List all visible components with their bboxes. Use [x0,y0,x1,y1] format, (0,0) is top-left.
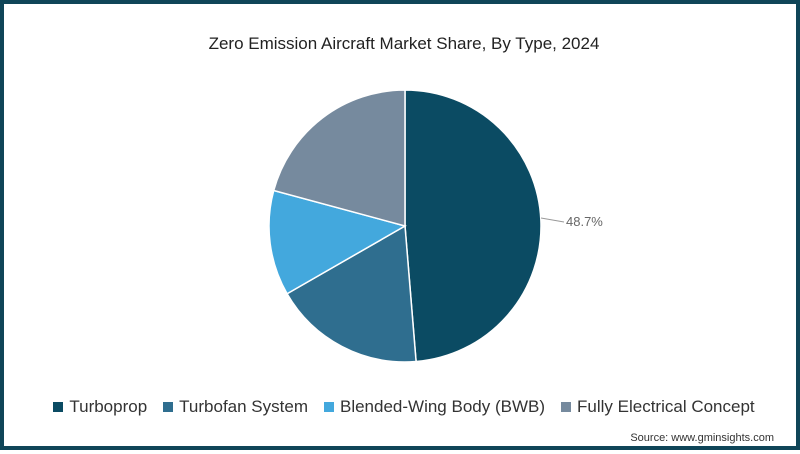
pie-chart: 48.7% [268,89,603,363]
pie-slice-turboprop[interactable] [404,89,542,363]
pie-slice-fully-electrical-concept[interactable] [272,89,406,227]
pie-slice-blended-wing-body-bwb-[interactable] [268,189,407,295]
pie-slice-turbofan-system[interactable] [286,224,417,363]
source-note: Source: www.gminsights.com [630,432,774,444]
data-label-leader [540,217,565,223]
legend-item-fully-electrical[interactable]: Fully Electrical Concept [561,397,755,417]
legend-swatch [561,402,572,412]
chart-title: Zero Emission Aircraft Market Share, By … [208,34,600,53]
legend-swatch [163,402,174,412]
data-label-turboprop: 48.7% [566,214,603,229]
legend-item-turboprop[interactable]: Turboprop [53,397,147,417]
legend-swatch [53,402,64,412]
legend-item-turbofan[interactable]: Turbofan System [163,397,308,417]
legend: Turboprop Turbofan System Blended-Wing B… [4,397,800,417]
legend-swatch [323,402,334,412]
legend-item-bwb[interactable]: Blended-Wing Body (BWB) [323,397,545,417]
